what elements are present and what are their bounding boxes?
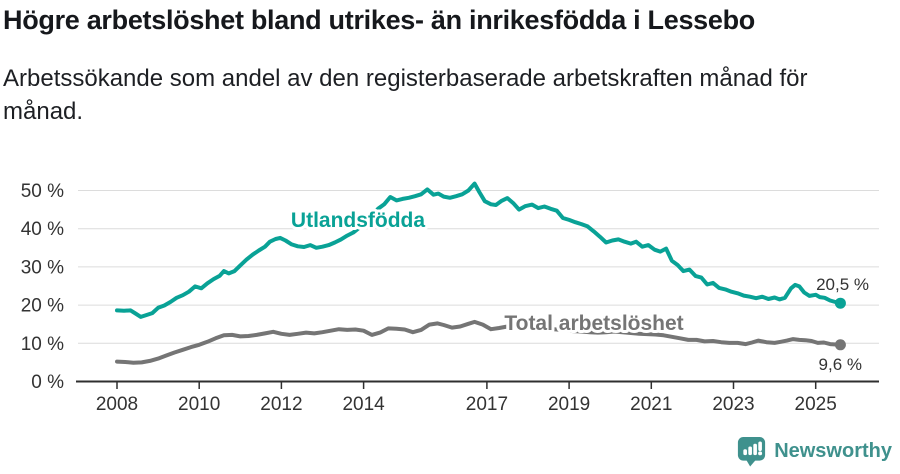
- y-tick-label: 20 %: [21, 296, 64, 317]
- x-tick-label: 2010: [178, 394, 220, 415]
- series-label-utlandsfodda: Utlandsfödda: [291, 209, 425, 232]
- chart-title: Högre arbetslöshet bland utrikes- än inr…: [3, 5, 755, 35]
- x-tick-label: 2012: [260, 394, 302, 415]
- end-label-total: 9,6 %: [819, 355, 862, 374]
- y-tick-label: 50 %: [21, 181, 64, 202]
- x-tick-label: 2021: [630, 394, 672, 415]
- line-utlandsfodda: [115, 181, 843, 319]
- y-tick-label: 10 %: [21, 334, 64, 355]
- series-label-total: Total arbetslöshet: [504, 312, 683, 335]
- x-tick-label: 2017: [466, 394, 508, 415]
- y-tick-label: 0 %: [31, 372, 64, 393]
- brand-name: Newsworthy: [774, 440, 892, 462]
- y-tick-label: 40 %: [21, 219, 64, 240]
- line-total: [115, 319, 843, 365]
- newsworthy-logo-icon: [738, 437, 766, 467]
- brand-footer: Newsworthy: [737, 436, 892, 467]
- x-tick-label: 2008: [96, 394, 138, 415]
- x-tick-label: 2014: [342, 394, 385, 415]
- endpoint-dot-total: [834, 339, 846, 351]
- x-tick-label: 2023: [712, 394, 754, 415]
- x-tick-label: 2025: [795, 394, 837, 415]
- chart-subtitle: Arbetssökande som andel av den registerb…: [3, 65, 808, 125]
- x-tick-label: 2019: [548, 394, 590, 415]
- end-label-utlandsfodda: 20,5 %: [816, 275, 869, 294]
- y-tick-label: 30 %: [21, 257, 64, 278]
- endpoint-dot-utlandsfodda: [834, 297, 846, 309]
